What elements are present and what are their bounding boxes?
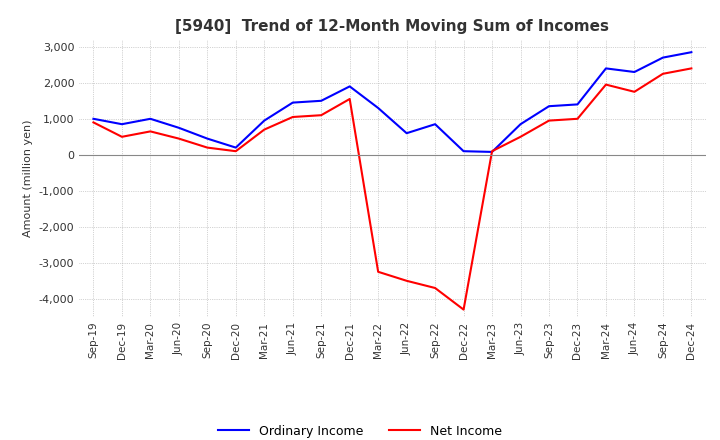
Ordinary Income bbox=[317, 98, 325, 103]
Ordinary Income bbox=[573, 102, 582, 107]
Net Income bbox=[146, 129, 155, 134]
Net Income bbox=[602, 82, 611, 87]
Net Income bbox=[516, 134, 525, 139]
Net Income bbox=[89, 120, 98, 125]
Net Income bbox=[117, 134, 126, 139]
Title: [5940]  Trend of 12-Month Moving Sum of Incomes: [5940] Trend of 12-Month Moving Sum of I… bbox=[176, 19, 609, 34]
Ordinary Income bbox=[174, 125, 183, 130]
Ordinary Income bbox=[232, 145, 240, 150]
Ordinary Income bbox=[687, 50, 696, 55]
Net Income bbox=[232, 149, 240, 154]
Ordinary Income bbox=[431, 121, 439, 127]
Ordinary Income bbox=[659, 55, 667, 60]
Ordinary Income bbox=[516, 121, 525, 127]
Ordinary Income bbox=[117, 121, 126, 127]
Net Income bbox=[374, 269, 382, 275]
Net Income bbox=[687, 66, 696, 71]
Ordinary Income bbox=[146, 116, 155, 121]
Net Income bbox=[545, 118, 554, 123]
Net Income bbox=[174, 136, 183, 141]
Y-axis label: Amount (million yen): Amount (million yen) bbox=[23, 119, 33, 237]
Ordinary Income bbox=[289, 100, 297, 105]
Line: Ordinary Income: Ordinary Income bbox=[94, 52, 691, 152]
Net Income bbox=[573, 116, 582, 121]
Ordinary Income bbox=[374, 105, 382, 110]
Ordinary Income bbox=[260, 118, 269, 123]
Ordinary Income bbox=[630, 70, 639, 75]
Net Income bbox=[260, 127, 269, 132]
Net Income bbox=[289, 114, 297, 120]
Ordinary Income bbox=[459, 149, 468, 154]
Net Income bbox=[459, 307, 468, 312]
Net Income bbox=[203, 145, 212, 150]
Line: Net Income: Net Income bbox=[94, 68, 691, 310]
Ordinary Income bbox=[402, 131, 411, 136]
Ordinary Income bbox=[487, 149, 496, 154]
Net Income bbox=[431, 286, 439, 291]
Net Income bbox=[630, 89, 639, 95]
Net Income bbox=[659, 71, 667, 77]
Net Income bbox=[346, 96, 354, 102]
Ordinary Income bbox=[346, 84, 354, 89]
Ordinary Income bbox=[89, 116, 98, 121]
Legend: Ordinary Income, Net Income: Ordinary Income, Net Income bbox=[213, 420, 507, 440]
Net Income bbox=[402, 278, 411, 283]
Ordinary Income bbox=[602, 66, 611, 71]
Ordinary Income bbox=[203, 136, 212, 141]
Ordinary Income bbox=[545, 103, 554, 109]
Net Income bbox=[487, 149, 496, 154]
Net Income bbox=[317, 113, 325, 118]
